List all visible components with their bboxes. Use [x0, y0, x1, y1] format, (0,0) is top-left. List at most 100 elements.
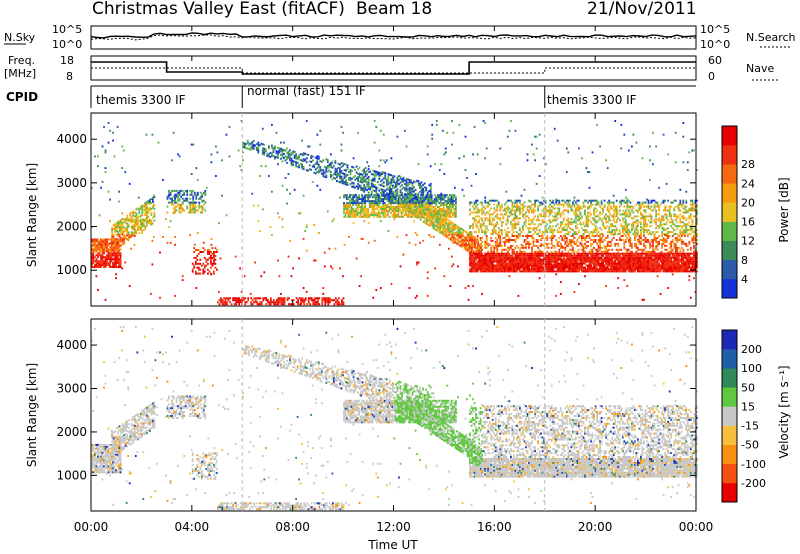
power-cell-1109: [378, 178, 380, 180]
power-cell-4073: [477, 204, 479, 206]
power-cell-3351: [593, 253, 595, 255]
power-cell-3599: [634, 270, 636, 272]
power-cell-2577: [472, 270, 474, 272]
power-cell-4836: [577, 213, 579, 215]
power-cell-1200: [394, 179, 396, 181]
cpid-segment-2: normal (fast) 151 IF: [247, 84, 366, 98]
power-cell-2364: [447, 237, 449, 239]
power-cell-4788: [571, 206, 573, 208]
power-cell-472: [144, 228, 146, 230]
power-cell-3963: [690, 257, 692, 259]
power-cell-4629: [551, 221, 553, 223]
power-cell-2646: [483, 265, 485, 267]
power-cell-2968: [533, 263, 535, 265]
power-cell-4371: [516, 231, 518, 233]
power-cell-585: [179, 200, 181, 202]
power-cell-4212: [496, 221, 498, 223]
power-cell-4305: [508, 237, 510, 239]
power-cell-542: [168, 190, 170, 192]
power-cell-946: [341, 176, 343, 178]
power-cell-4401: [519, 210, 521, 212]
power-cell-4421: [522, 210, 524, 212]
power-cell-441: [138, 212, 140, 214]
power-cell-855: [312, 160, 314, 162]
power-cell-4869: [581, 223, 583, 225]
power-cell-935: [338, 163, 340, 165]
power-cell-1968: [431, 194, 433, 196]
power-cell-581: [179, 210, 181, 212]
power-cell-148: [108, 250, 110, 252]
power-cell-2162: [412, 204, 414, 206]
power-cell-605: [183, 194, 185, 196]
power-cell-633: [191, 194, 193, 196]
power-cell-2642: [481, 253, 483, 255]
power-cell-3657: [642, 253, 644, 255]
power-cell-4550: [540, 223, 542, 225]
power-cell-3123: [557, 259, 559, 261]
power-cell-4902: [586, 237, 588, 239]
power-cell-613: [186, 198, 188, 200]
power-cell-459: [141, 214, 143, 216]
power-cell-1781: [401, 198, 403, 200]
power-cell-398: [132, 228, 134, 230]
power-cell-4293: [507, 221, 509, 223]
power-cell-2891: [521, 259, 523, 261]
power-cell-4655: [554, 212, 556, 214]
power-cell-4588: [546, 251, 548, 253]
power-cell-3120: [557, 265, 559, 267]
power-cell-4504: [534, 231, 536, 233]
power-cell-59: [97, 244, 99, 246]
power-cell-995: [353, 167, 355, 169]
power-cell-2222: [423, 215, 425, 217]
power-cell-4035: [472, 206, 474, 208]
power-cell-932: [338, 175, 340, 177]
power-cell-980: [350, 183, 352, 185]
power-cell-4637: [552, 233, 554, 235]
power-cell-4816: [575, 231, 577, 233]
power-cell-846: [307, 154, 309, 156]
power-cell-4555: [542, 251, 544, 253]
power-cell-4427: [524, 241, 526, 243]
power-cell-4179: [493, 249, 495, 251]
power-cell-3495: [617, 263, 619, 265]
power-cell-4093: [481, 245, 483, 247]
power-cell-4775: [569, 206, 571, 208]
power-cell-4121: [484, 219, 486, 221]
power-cell-2970: [533, 259, 535, 261]
power-cell-4449: [527, 233, 529, 235]
power-cell-1031: [362, 170, 364, 172]
power-cell-4097: [481, 229, 483, 231]
power-cell-1085: [374, 184, 376, 186]
power-cell-467: [143, 223, 145, 225]
power-cell-4728: [564, 247, 566, 249]
power-cell-4859: [580, 212, 582, 214]
power-cell-2098: [452, 206, 454, 208]
power-cell-599: [182, 202, 184, 204]
power-cell-602: [182, 190, 184, 192]
power-cell-4406: [521, 251, 523, 253]
power-cell-4678: [558, 251, 560, 253]
power-cell-475: [144, 218, 146, 220]
power-cell-4929: [589, 237, 591, 239]
power-cell-4526: [537, 233, 539, 235]
freq-unit-label: [MHz]: [4, 67, 36, 80]
power-cell-636: [192, 212, 194, 214]
power-cell-4140: [487, 251, 489, 253]
power-cell-2721: [495, 270, 497, 272]
power-cell-1692: [387, 204, 389, 206]
power-heatmap: [91, 120, 698, 305]
power-cell-2601: [475, 259, 477, 261]
power-cell-3269: [581, 270, 583, 272]
power-cell-137: [106, 246, 108, 248]
power-cell-1636: [378, 204, 380, 206]
power-cell-645: [194, 212, 196, 214]
power-cell-4882: [583, 221, 585, 223]
power-cell-4216: [496, 210, 498, 212]
power-cell-1538: [363, 216, 365, 218]
power-cell-2812: [508, 265, 510, 267]
power-cell-1615: [375, 204, 377, 206]
power-cell-1995: [435, 196, 437, 198]
power-cell-664: [198, 204, 200, 206]
power-cell-1241: [401, 184, 403, 186]
power-cell-4381: [518, 247, 520, 249]
